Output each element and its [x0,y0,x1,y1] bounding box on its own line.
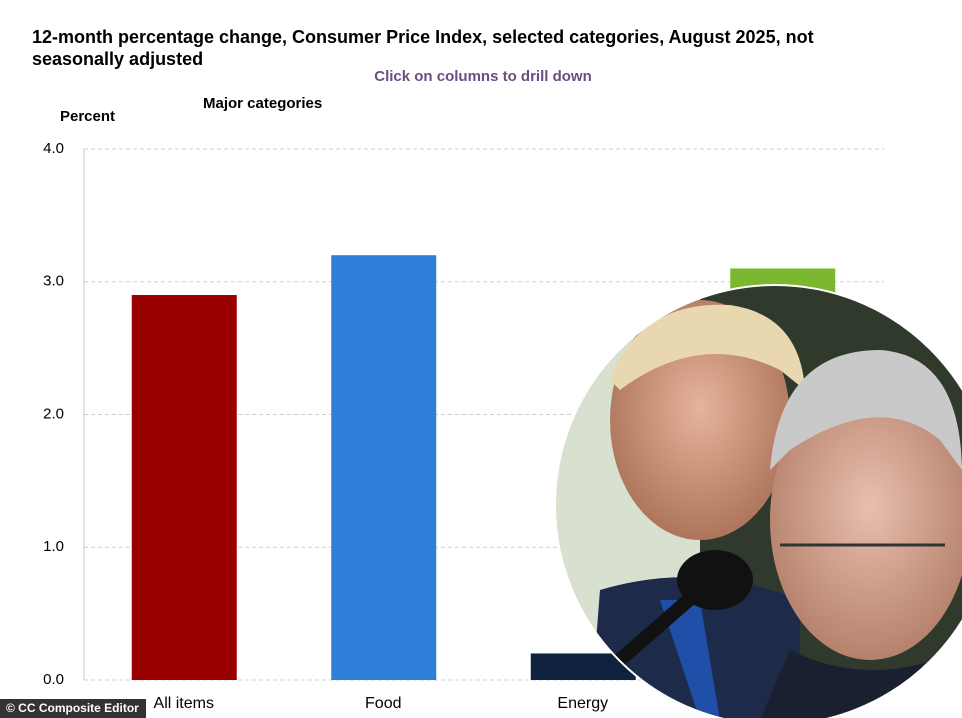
y-tick-label: 4.0 [43,140,64,157]
legend-title: Major categories [203,95,322,112]
x-tick-label: Food [365,695,401,712]
y-tick-label: 1.0 [43,538,64,555]
y-tick-label: 3.0 [43,273,64,290]
bar [331,255,437,680]
chart-title: 12-month percentage change, Consumer Pri… [32,27,814,69]
drill-hint: Click on columns to drill down [374,68,592,85]
x-tick-label: All items [154,695,214,712]
y-tick-label: 0.0 [43,671,64,688]
caption: © CC Composite Editor [6,701,139,715]
x-tick-label: Energy [557,695,608,712]
y-tick-label: 2.0 [43,405,64,422]
y-axis-label: Percent [60,108,115,125]
bar [131,295,237,680]
